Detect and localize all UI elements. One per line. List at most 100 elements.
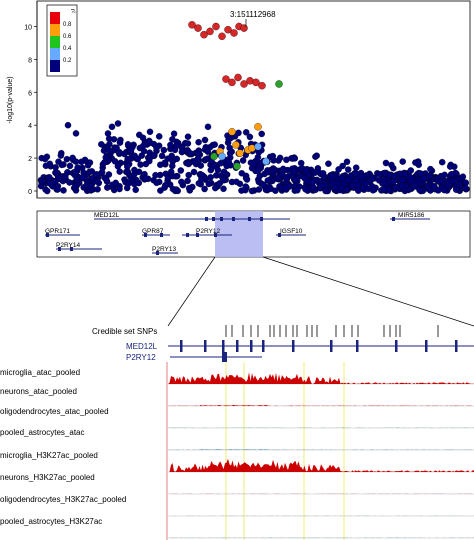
snp-point <box>135 179 143 187</box>
snp-point <box>250 160 258 167</box>
snp-point <box>88 168 96 175</box>
snp-point <box>254 154 262 161</box>
snp-point <box>167 141 174 149</box>
legend-swatch <box>50 36 60 48</box>
snp-point <box>325 160 332 167</box>
y-tick-label: 6 <box>28 90 32 97</box>
zoom-exon <box>204 340 207 352</box>
snp-point <box>322 187 329 195</box>
exon <box>196 233 199 237</box>
snp-point <box>64 169 71 176</box>
snp-point <box>72 130 80 137</box>
snp-point <box>127 147 135 155</box>
track-label: microglia_H3K27ac_pooled <box>0 451 98 460</box>
gene-track-panel: MED12L MIR5186 GPR171 GPR87 P2RY12 IGSF10 P2RY… <box>36 210 471 258</box>
snp-point <box>102 176 110 183</box>
snp-point <box>338 184 345 192</box>
legend-label: 0.4 <box>63 46 72 52</box>
credible-set-label: Credible set SNPs <box>92 327 157 336</box>
snp-point <box>335 166 342 173</box>
snp-point-0.8-1.0 <box>194 24 202 32</box>
snp-point <box>151 151 158 159</box>
snp-point <box>104 184 111 191</box>
zoomed-panel: Credible set SNPs MED12L P2RY12 microglia… <box>0 325 474 540</box>
snp-point <box>204 148 212 155</box>
y-tick-label: 2 <box>28 156 32 163</box>
snp-point <box>220 168 228 176</box>
legend-swatch <box>50 12 60 24</box>
snp-point <box>391 172 399 180</box>
snp-point <box>142 160 150 168</box>
snp-point <box>125 179 133 187</box>
snp-point-0.8-1.0 <box>240 24 248 32</box>
snp-point <box>226 150 234 157</box>
exon <box>220 217 223 221</box>
exon <box>58 247 61 251</box>
snp-point <box>291 175 299 183</box>
snp-point <box>158 152 166 160</box>
snp-point <box>134 155 141 163</box>
snp-point <box>139 142 147 150</box>
legend-label: 0.8 <box>63 22 72 28</box>
snp-point <box>398 182 406 189</box>
snp-point <box>452 186 460 193</box>
track-label: pooled_astrocytes_H3K27ac <box>0 517 102 526</box>
snp-point <box>98 141 105 148</box>
snp-point <box>87 182 95 190</box>
snp-point-0.8-1.0 <box>252 78 260 87</box>
snp-point <box>93 171 100 178</box>
exon <box>144 233 147 237</box>
snp-point <box>352 170 360 177</box>
highlighted-snps <box>188 21 283 171</box>
snp-point <box>382 159 390 167</box>
snp-point <box>146 128 154 136</box>
snp-point-0.2-0.4 <box>254 142 262 151</box>
snp-point <box>344 166 352 173</box>
snp-point <box>411 182 419 189</box>
zoom-exon <box>250 340 253 352</box>
snp-point <box>462 179 470 186</box>
snp-point <box>401 170 409 178</box>
snp-point <box>343 158 351 166</box>
exon <box>214 233 217 237</box>
gene-label: GPR171 <box>45 228 70 235</box>
zoom-lines <box>167 256 474 327</box>
y-tick-label: 8 <box>28 57 32 64</box>
track-label: neurons_atac_pooled <box>0 387 77 396</box>
snp-point <box>177 167 185 174</box>
snp-point <box>459 173 467 180</box>
exon <box>186 233 189 237</box>
snp-point <box>438 158 446 166</box>
snp-point <box>436 177 444 185</box>
exon <box>156 251 159 255</box>
snp-point <box>352 164 360 171</box>
snp-point <box>407 174 415 182</box>
snp-point <box>362 180 370 187</box>
snp-point <box>264 177 272 184</box>
snp-point <box>112 179 119 187</box>
snp-point <box>358 173 366 181</box>
snp-point <box>390 178 397 185</box>
snp-point <box>194 155 202 162</box>
exon <box>260 217 263 221</box>
snp-point-0.8-1.0 <box>200 30 208 39</box>
snp-point <box>243 176 251 183</box>
snp-point <box>435 187 442 194</box>
snp-point <box>242 183 249 190</box>
snp-point <box>294 187 301 194</box>
snp-point <box>160 146 168 154</box>
snp-point <box>114 120 122 127</box>
snp-point-0.6-0.8 <box>236 149 244 157</box>
zoom-exon <box>356 340 359 352</box>
snp-point <box>264 168 272 176</box>
signal-track <box>168 404 474 406</box>
snp-point <box>225 158 232 166</box>
snp-point <box>430 182 438 190</box>
snp-point <box>226 144 233 152</box>
association-panel: 0 2 4 6 8 10 -log10(p-value) 3:151112968 r² 0… <box>7 0 471 199</box>
snp-point <box>217 159 224 167</box>
track-label: oligodendrocytes_H3K27ac_pooled <box>0 495 126 504</box>
track-label: microglia_atac_pooled <box>0 368 80 377</box>
snp-point <box>282 185 289 192</box>
gene-label: P2RY14 <box>56 242 80 249</box>
